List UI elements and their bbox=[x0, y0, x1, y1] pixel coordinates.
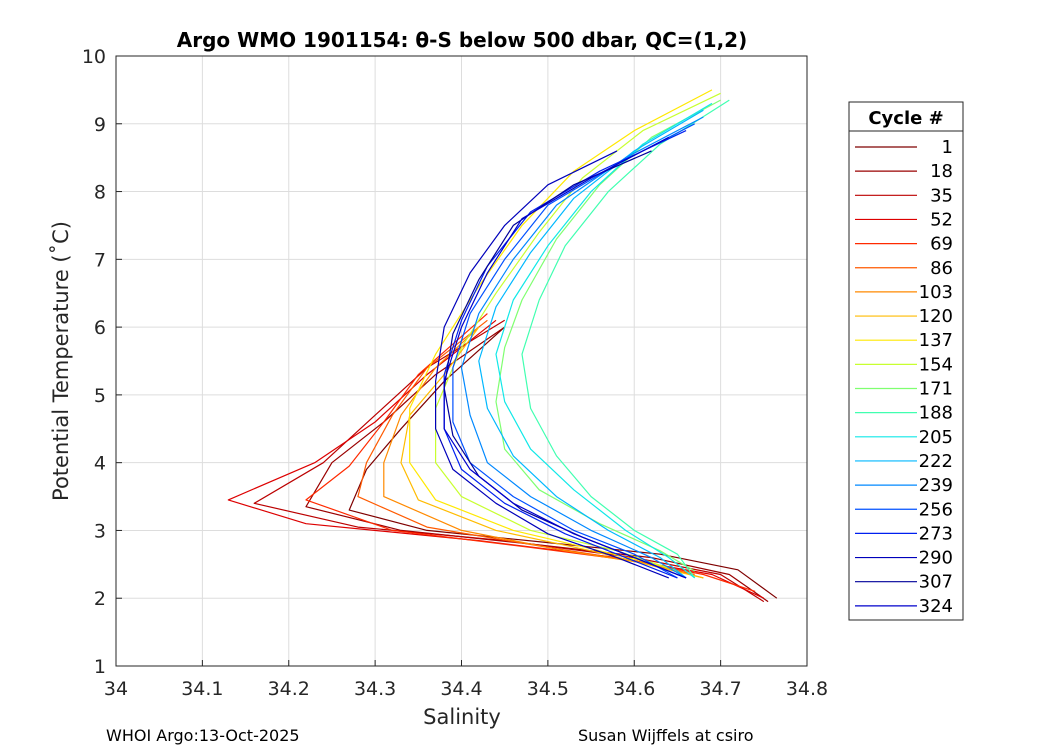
series-line-cycle-1 bbox=[348, 326, 778, 599]
plot-area: 34 34.1 34.2 34.3 34.4 34.5 34.6 34.7 34.8 12345… bbox=[82, 46, 828, 700]
legend-entry-label: 103 bbox=[919, 282, 953, 303]
legend-entry-label: 52 bbox=[930, 209, 953, 230]
series-line-cycle-205 bbox=[495, 102, 713, 579]
series-line-cycle-137 bbox=[409, 89, 713, 569]
y-tick-label: 4 bbox=[94, 453, 106, 475]
legend-entry-label: 1 bbox=[942, 137, 953, 158]
legend-entry-label: 35 bbox=[930, 185, 953, 206]
x-tick-label: 34.8 bbox=[786, 678, 828, 700]
series-line-cycle-86 bbox=[357, 319, 695, 576]
series-line-cycle-290 bbox=[435, 150, 670, 579]
footer-right: Susan Wijffels at csiro bbox=[578, 726, 754, 745]
y-tick-label: 2 bbox=[94, 588, 106, 610]
legend-title: Cycle # bbox=[868, 108, 943, 129]
legend-entry-label: 171 bbox=[919, 379, 953, 400]
legend-entry-label: 239 bbox=[919, 475, 953, 496]
x-axis-label: Salinity bbox=[423, 705, 501, 729]
y-axis-label: Potential Temperature (˚C) bbox=[49, 221, 73, 501]
legend-entry-label: 154 bbox=[919, 354, 953, 375]
series-line-cycle-256 bbox=[452, 123, 695, 579]
series-line-cycle-35 bbox=[253, 319, 765, 603]
legend-entry-label: 324 bbox=[919, 596, 953, 617]
legend-entry-label: 290 bbox=[919, 548, 953, 569]
legend-entry-label: 86 bbox=[930, 258, 953, 279]
chart-title: Argo WMO 1901154: θ-S below 500 dbar, QC… bbox=[177, 28, 747, 52]
y-tick-labels: 1 2 3 4 5 6 7 8 9 10 bbox=[82, 46, 122, 678]
x-tick-label: 34.2 bbox=[268, 678, 310, 700]
y-tick-label: 9 bbox=[94, 114, 106, 136]
y-tick-label: 3 bbox=[94, 520, 106, 542]
x-tick-label: 34 bbox=[104, 678, 128, 700]
x-tick-label: 34.3 bbox=[354, 678, 396, 700]
series-layer bbox=[227, 89, 778, 603]
x-tick-label: 34.7 bbox=[699, 678, 741, 700]
legend-entry-label: 222 bbox=[919, 451, 953, 472]
series-line-cycle-239 bbox=[460, 116, 704, 579]
legend-entry-label: 273 bbox=[919, 523, 953, 544]
legend-entry-label: 18 bbox=[930, 161, 953, 182]
legend-entry-label: 120 bbox=[919, 306, 953, 327]
x-tick-label: 34.4 bbox=[440, 678, 482, 700]
legend-entries: 1 18 35 52 69 86 103 120 137 154 171 188 205 222 239 25… bbox=[855, 137, 953, 617]
y-tick-label: 5 bbox=[94, 385, 106, 407]
x-tick-label: 34.6 bbox=[613, 678, 655, 700]
series-line-cycle-154 bbox=[435, 92, 721, 572]
x-tick-labels: 34 34.1 34.2 34.3 34.4 34.5 34.6 34.7 34.8 bbox=[104, 660, 828, 700]
legend-entry-label: 256 bbox=[919, 499, 953, 520]
legend: Cycle # 1 18 35 52 69 86 103 120 137 154 171 188 205… bbox=[848, 101, 964, 621]
series-line-cycle-188 bbox=[521, 99, 730, 579]
legend-entry-label: 69 bbox=[930, 234, 953, 255]
footer-left: WHOI Argo:13-Oct-2025 bbox=[106, 726, 300, 745]
x-tick-label: 34.5 bbox=[527, 678, 569, 700]
y-tick-label: 10 bbox=[82, 46, 106, 68]
y-tick-label: 1 bbox=[94, 656, 106, 678]
series-line-cycle-222 bbox=[478, 109, 704, 579]
legend-entry-label: 205 bbox=[919, 427, 953, 448]
legend-entry-label: 188 bbox=[919, 403, 953, 424]
y-tick-label: 8 bbox=[94, 182, 106, 204]
x-tick-label: 34.1 bbox=[181, 678, 223, 700]
series-line-cycle-18 bbox=[305, 326, 769, 603]
legend-entry-label: 307 bbox=[919, 572, 953, 593]
series-line-cycle-324 bbox=[443, 136, 687, 579]
series-line-cycle-171 bbox=[495, 99, 721, 572]
y-tick-label: 6 bbox=[94, 317, 106, 339]
y-tick-label: 7 bbox=[94, 249, 106, 271]
legend-entry-label: 137 bbox=[919, 330, 953, 351]
